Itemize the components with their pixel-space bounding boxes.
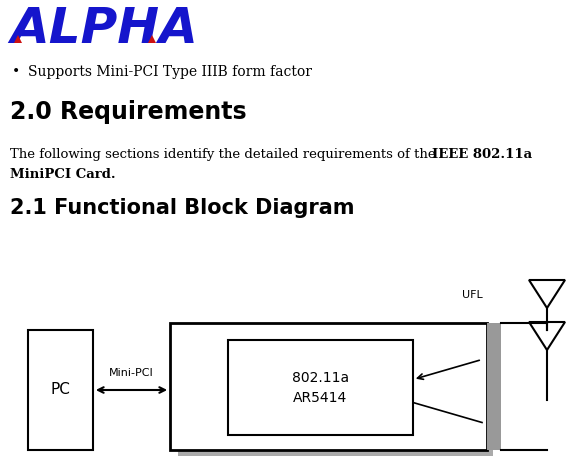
- Text: Supports Mini-PCI Type IIIB form factor: Supports Mini-PCI Type IIIB form factor: [28, 65, 312, 79]
- Text: The following sections identify the detailed requirements of the: The following sections identify the deta…: [10, 148, 440, 161]
- Polygon shape: [14, 35, 22, 43]
- Text: AR5414: AR5414: [293, 390, 347, 404]
- Bar: [28, 330, 93, 450]
- Text: 2.0 Requirements: 2.0 Requirements: [10, 100, 247, 124]
- Text: UFL: UFL: [462, 290, 483, 300]
- Bar: [487, 323, 501, 450]
- Bar: [170, 323, 487, 450]
- Text: Mini-PCI: Mini-PCI: [109, 368, 154, 378]
- Text: 2.1 Functional Block Diagram: 2.1 Functional Block Diagram: [10, 198, 355, 218]
- Text: MiniPCI Card.: MiniPCI Card.: [10, 168, 116, 181]
- Text: ALPHA: ALPHA: [10, 5, 198, 53]
- Text: PC: PC: [50, 382, 70, 397]
- Polygon shape: [148, 35, 156, 43]
- Bar: [178, 331, 493, 456]
- Text: IEEE 802.11a: IEEE 802.11a: [432, 148, 532, 161]
- Text: •: •: [12, 65, 20, 79]
- Bar: [228, 340, 413, 435]
- Text: 802.11a: 802.11a: [292, 370, 349, 384]
